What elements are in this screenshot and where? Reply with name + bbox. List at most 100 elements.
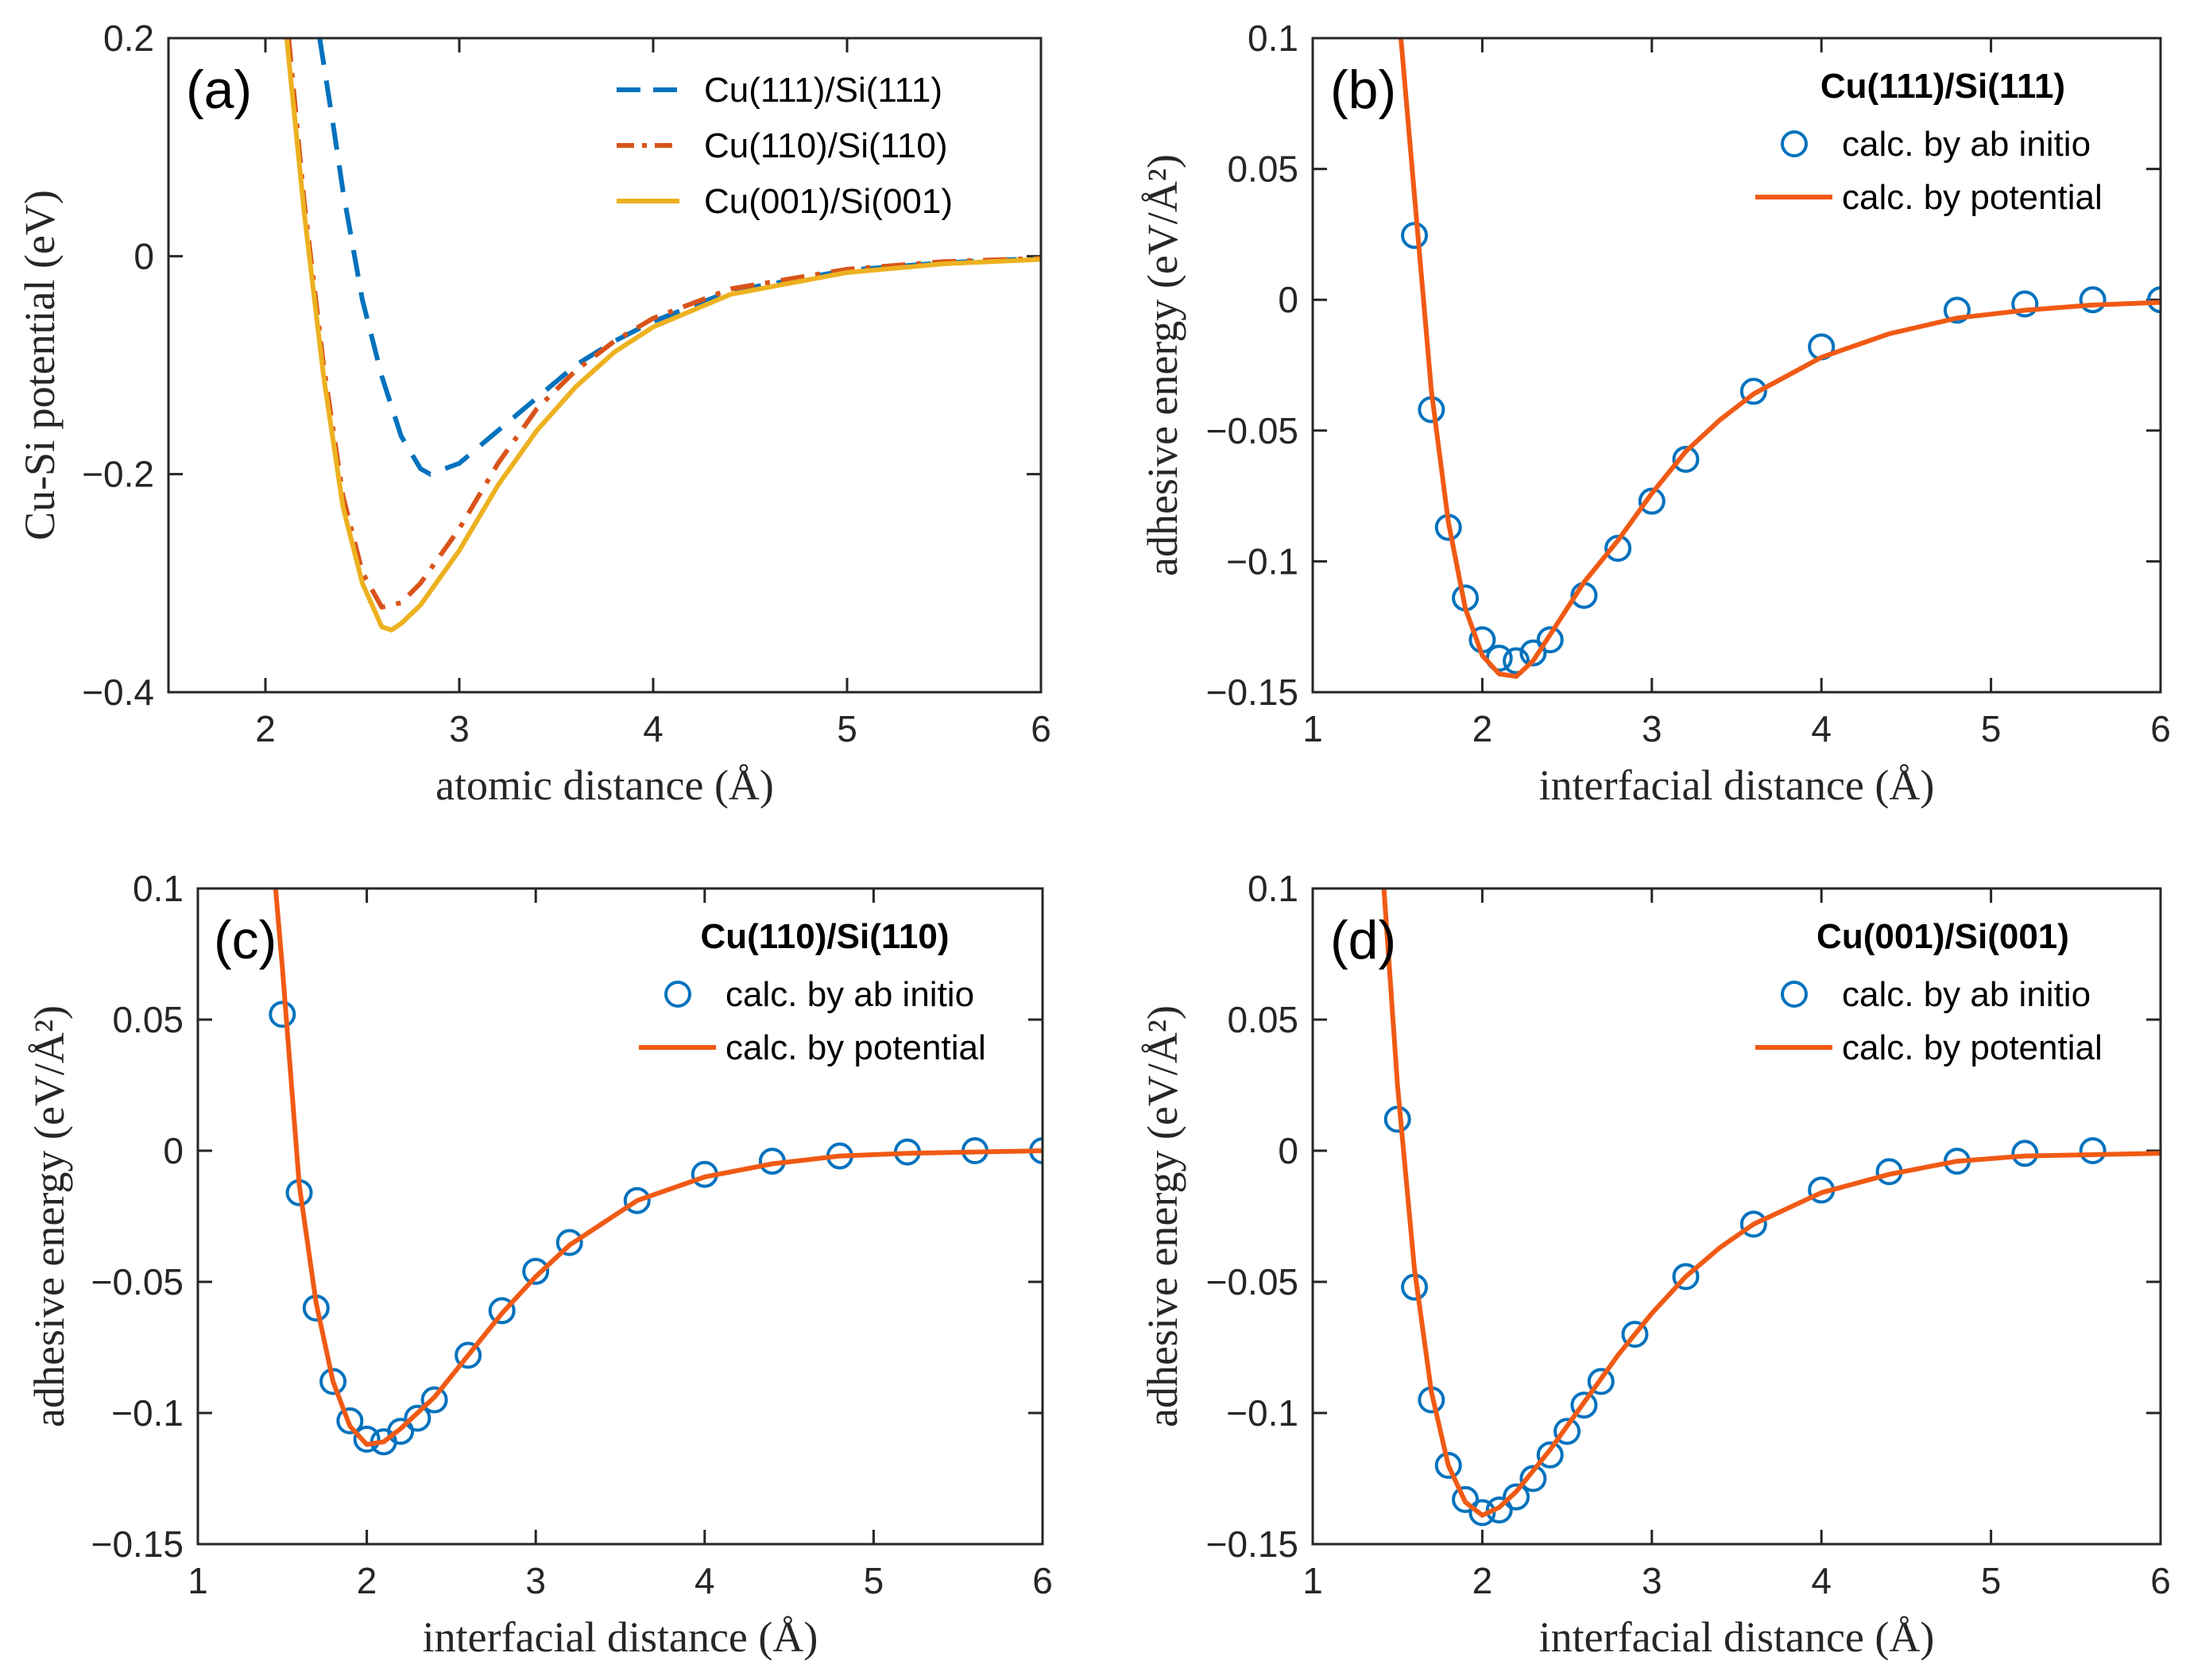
legend-entry: calc. by potential: [725, 1028, 986, 1067]
panel-c: 1 2 3 4 5 6 −0.15 −0.1 −0.05 0 0.05 0.1 interfacial …: [25, 868, 1053, 1661]
axes-frame: [167, 37, 1043, 694]
x-tick-label: 3: [1642, 708, 1662, 749]
data-point-ab-initio: [1672, 446, 1700, 474]
x-tick-label: 6: [1031, 708, 1051, 749]
x-tick-label: 1: [188, 1560, 208, 1601]
series-line-1: [273, 888, 1043, 1447]
series-group: [284, 38, 1041, 633]
legend-entry: calc. by ab initio: [725, 975, 974, 1014]
y-tick-label: −0.1: [1226, 540, 1298, 582]
y-tick-label: 0: [1278, 279, 1298, 320]
y-tick-label: 0: [1278, 1130, 1298, 1171]
x-axis-label: interfacial distance (Å): [1539, 1613, 1935, 1661]
legend-marker-circle: [664, 981, 691, 1008]
data-point-ab-initio: [623, 1186, 651, 1214]
legend-entry: Cu(110)/Si(110): [704, 126, 948, 165]
y-tick-label: −0.15: [91, 1523, 184, 1565]
x-tick-label: 4: [694, 1560, 715, 1601]
data-point-ab-initio: [1434, 1452, 1462, 1479]
legend-marker-circle: [1781, 981, 1808, 1008]
x-axis-label: atomic distance (Å): [435, 761, 774, 809]
data-point-ab-initio: [1503, 647, 1530, 675]
data-point-ab-initio: [1468, 1499, 1496, 1527]
data-point-ab-initio: [420, 1386, 448, 1414]
data-point-ab-initio: [455, 1341, 482, 1369]
y-tick-label: 0: [133, 235, 154, 277]
y-tick-label: 0.1: [1248, 868, 1298, 909]
y-axis-label: Cu-Si potential (eV): [16, 190, 64, 540]
data-point-ab-initio: [2147, 286, 2161, 314]
data-point-ab-initio: [1401, 222, 1429, 250]
y-axis-label: adhesive energy (eV/Å²): [1139, 1005, 1186, 1427]
data-point-ab-initio: [1739, 377, 1767, 405]
x-tick-label: 2: [1472, 708, 1493, 749]
y-axis-label: adhesive energy (eV/Å²): [25, 1005, 73, 1427]
x-tick-label: 3: [525, 1560, 546, 1601]
x-tick-label: 5: [1981, 1560, 2002, 1601]
y-tick-label: −0.15: [1206, 672, 1298, 713]
legend-entry: Cu(111)/Si(111): [704, 71, 942, 110]
x-tick-label: 3: [1642, 1560, 1662, 1601]
panel-label: (a): [186, 60, 252, 120]
data-point-ab-initio: [1485, 1496, 1513, 1524]
panel-label: (d): [1330, 910, 1396, 970]
x-tick-label: 2: [255, 708, 276, 749]
y-tick-label: −0.1: [1226, 1392, 1298, 1434]
y-tick-label: −0.05: [1206, 410, 1298, 451]
y-tick-label: 0.05: [1227, 149, 1298, 190]
y-tick-label: 0: [163, 1130, 184, 1171]
legend-entry: calc. by potential: [1842, 178, 2103, 217]
data-point-ab-initio: [2011, 290, 2039, 318]
y-tick-label: −0.2: [82, 454, 154, 495]
x-tick-label: 1: [1302, 708, 1323, 749]
data-point-ab-initio: [2079, 286, 2107, 314]
y-tick-label: 0.05: [1227, 999, 1298, 1040]
data-point-ab-initio: [387, 1418, 415, 1446]
axes-frame: [196, 887, 1044, 1546]
data-point-ab-initio: [555, 1229, 583, 1256]
y-tick-label: −0.15: [1206, 1523, 1298, 1565]
x-tick-label: 4: [1811, 1560, 1832, 1601]
series-line-1: [1399, 38, 2161, 679]
data-point-ab-initio: [1452, 1485, 1480, 1513]
axes-frame: [1311, 37, 2162, 694]
y-tick-label: 0.2: [103, 17, 154, 59]
data-point-ab-initio: [404, 1404, 431, 1432]
data-point-ab-initio: [1587, 1368, 1615, 1395]
data-point-ab-initio: [1672, 1263, 1700, 1291]
y-tick-label: 0.1: [1248, 17, 1298, 59]
x-tick-label: 6: [1032, 1560, 1053, 1601]
data-point-ab-initio: [1638, 487, 1666, 515]
data-point-ab-initio: [1519, 639, 1547, 667]
data-point-ab-initio: [1570, 1392, 1598, 1419]
x-axis-label: interfacial distance (Å): [423, 1613, 818, 1661]
series-group: [1399, 38, 2161, 679]
data-point-ab-initio: [1536, 626, 1564, 654]
x-tick-label: 6: [2150, 1560, 2171, 1601]
data-point-ab-initio: [1536, 1441, 1564, 1469]
series-group: [1381, 888, 2161, 1527]
x-tick-label: 2: [357, 1560, 377, 1601]
legend-entry: calc. by ab initio: [1842, 975, 2091, 1014]
data-point-ab-initio: [1943, 296, 1971, 324]
panel-label: (b): [1330, 60, 1396, 120]
data-point-ab-initio: [488, 1297, 516, 1325]
x-tick-label: 3: [449, 708, 470, 749]
data-point-ab-initio: [269, 1001, 296, 1028]
y-tick-label: −0.4: [82, 672, 154, 713]
y-tick-label: −0.05: [91, 1261, 184, 1303]
legend-entry: calc. by potential: [1842, 1028, 2103, 1067]
x-axis-label: interfacial distance (Å): [1539, 761, 1935, 809]
panel-b: 1 2 3 4 5 6 −0.15 −0.1 −0.05 0 0.05 0.1 interfacial …: [1139, 17, 2171, 809]
legend-title: Cu(001)/Si(001): [1817, 917, 2069, 956]
data-point-ab-initio: [522, 1257, 550, 1285]
y-tick-label: 0.1: [133, 868, 184, 909]
data-point-ab-initio: [1519, 1465, 1547, 1492]
legend-entry: Cu(001)/Si(001): [704, 182, 953, 221]
series-group: [269, 888, 1043, 1456]
data-point-ab-initio: [1739, 1210, 1767, 1238]
x-tick-label: 6: [2150, 708, 2171, 749]
data-point-ab-initio: [353, 1426, 381, 1453]
x-tick-label: 5: [1981, 708, 2002, 749]
x-tick-label: 5: [864, 1560, 884, 1601]
